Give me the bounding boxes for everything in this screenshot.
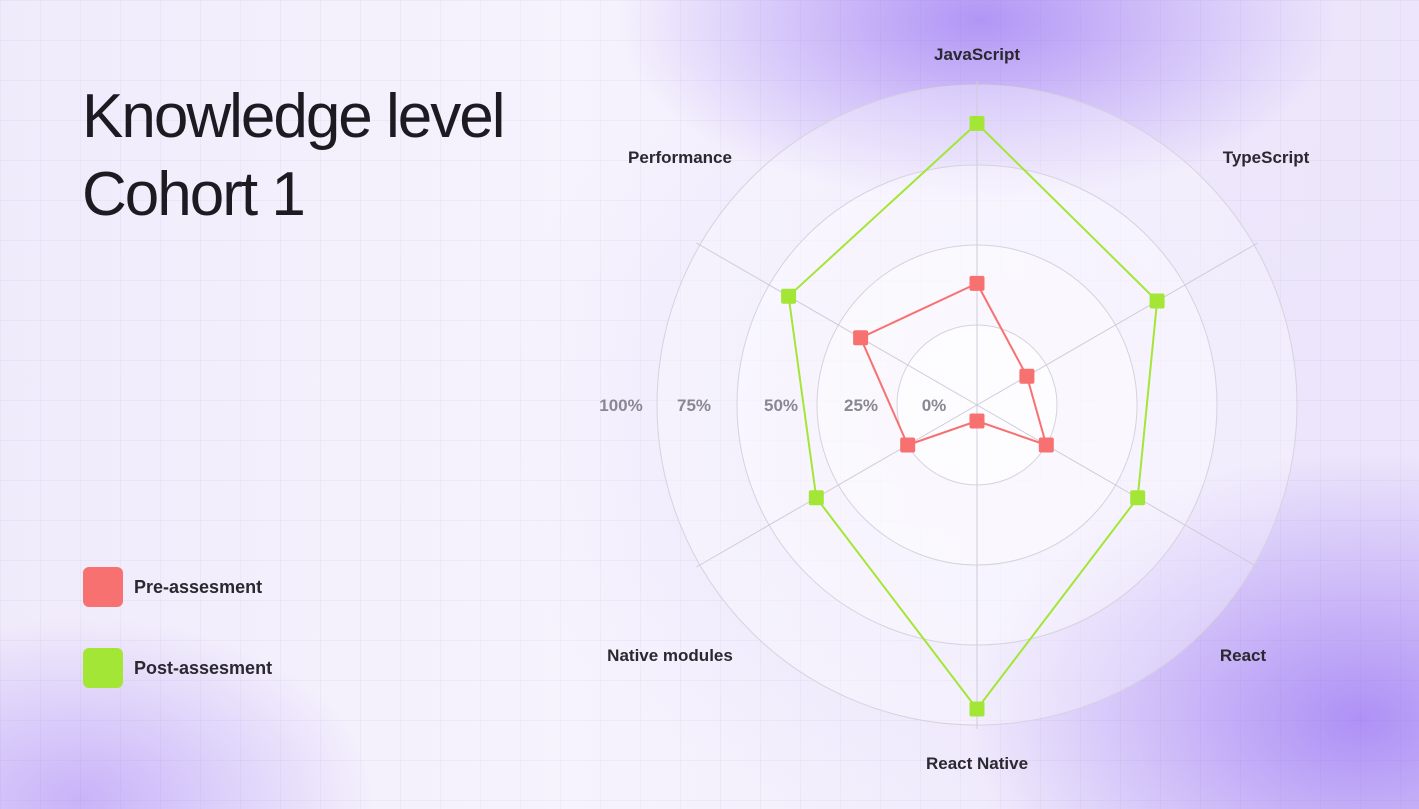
axis-label-react: React bbox=[1220, 646, 1267, 665]
legend-swatch-pre bbox=[83, 567, 123, 607]
axis-label-javascript: JavaScript bbox=[934, 45, 1020, 64]
title-line-1: Knowledge level bbox=[82, 82, 506, 151]
radar-series bbox=[781, 115, 1165, 717]
legend-item-post: Post-assesment bbox=[83, 648, 272, 688]
radar-axis-labels: JavaScript TypeScript React React Native Nat… bbox=[607, 45, 1309, 773]
radar-spokes bbox=[696, 81, 1258, 729]
point-post-assesment-javascript bbox=[969, 115, 985, 131]
page-title: Knowledge level Cohort 1 bbox=[82, 78, 506, 234]
scale-label-1: 75% bbox=[677, 396, 711, 415]
point-pre-assesment-react bbox=[1038, 437, 1054, 453]
radar-scale-labels: 100% 75% 50% 25% 0% bbox=[599, 396, 946, 415]
axis-label-performance: Performance bbox=[628, 148, 732, 167]
point-post-assesment-performance bbox=[781, 288, 797, 304]
point-post-assesment-native-modules bbox=[808, 490, 824, 506]
scale-label-3: 25% bbox=[844, 396, 878, 415]
axis-label-native-modules: Native modules bbox=[607, 646, 733, 665]
scale-label-4: 0% bbox=[922, 396, 947, 415]
legend-swatch-post bbox=[83, 648, 123, 688]
point-pre-assesment-native-modules bbox=[900, 437, 916, 453]
chart-legend: Pre-assesment Post-assesment bbox=[83, 567, 272, 729]
legend-label-pre: Pre-assesment bbox=[134, 576, 263, 597]
radar-spoke-4 bbox=[696, 404, 978, 568]
scale-label-0: 100% bbox=[599, 396, 642, 415]
point-pre-assesment-performance bbox=[853, 330, 869, 346]
point-post-assesment-react bbox=[1130, 490, 1146, 506]
legend-item-pre: Pre-assesment bbox=[83, 567, 272, 607]
legend-label-post: Post-assesment bbox=[134, 657, 273, 678]
point-pre-assesment-typescript bbox=[1019, 368, 1035, 384]
axis-label-typescript: TypeScript bbox=[1223, 148, 1310, 167]
point-pre-assesment-javascript bbox=[969, 275, 985, 291]
point-post-assesment-react-native bbox=[969, 701, 985, 717]
radar-spoke-5 bbox=[696, 242, 978, 406]
scale-label-2: 50% bbox=[764, 396, 798, 415]
point-pre-assesment-react-native bbox=[969, 413, 985, 429]
title-line-2: Cohort 1 bbox=[82, 160, 306, 229]
radar-spoke-2 bbox=[976, 404, 1258, 568]
point-post-assesment-typescript bbox=[1149, 293, 1165, 309]
axis-label-react-native: React Native bbox=[926, 754, 1028, 773]
